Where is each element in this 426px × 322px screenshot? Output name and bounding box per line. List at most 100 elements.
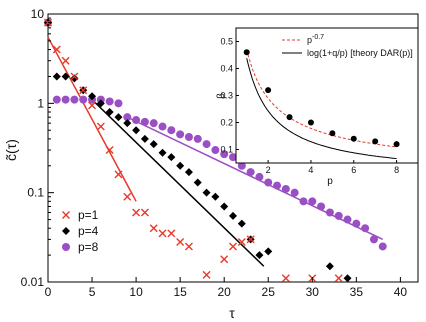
data-point-p=8 (299, 197, 308, 206)
data-points (44, 18, 387, 283)
legend-marker-p=8 (62, 243, 70, 251)
data-point-p=4 (325, 262, 334, 271)
data-point-p=1 (158, 229, 167, 238)
data-point-p=1 (105, 146, 114, 155)
inset-curve-theory (246, 58, 397, 159)
axis-ticks: 0 5 10 15 20 25 30 35 40 0.01 0.1 1 10 (21, 7, 408, 299)
fit-line-p=1 (47, 36, 137, 202)
data-point-p=1 (114, 170, 123, 179)
data-point-p=4 (52, 72, 61, 81)
x-tick-label: 10 (129, 285, 143, 299)
data-point-p=1 (220, 255, 229, 264)
data-point-p=1 (334, 274, 343, 283)
data-point-p=4 (105, 107, 114, 116)
inset-axis-ticks: 2 4 6 8 0.1 0.2 0.3 0.4 0.5 (220, 37, 399, 176)
x-tick-label: 15 (173, 285, 187, 299)
inset-data-point (393, 141, 400, 148)
data-point-p=4 (114, 113, 123, 122)
x-tick-label: 25 (262, 285, 276, 299)
data-point-p=8 (167, 126, 176, 135)
y-tick-label: 1 (37, 96, 44, 110)
inset-x-tick-label: 4 (308, 165, 313, 175)
data-point-p=8 (61, 95, 70, 104)
inset-legend-label-theory: log(1+q/p) [theory DAR(p)] (307, 48, 413, 58)
data-point-p=4 (70, 74, 79, 83)
data-point-p=8 (105, 97, 114, 106)
data-point-p=1 (52, 45, 61, 54)
inset-x-axis-title: p (327, 176, 333, 187)
inset-data-points (243, 49, 400, 148)
data-point-p=8 (378, 242, 387, 251)
data-point-p=4 (184, 168, 193, 177)
data-point-p=4 (343, 274, 352, 283)
data-point-p=4 (237, 219, 246, 228)
inset-data-point (243, 49, 250, 56)
data-point-p=8 (202, 140, 211, 149)
data-point-p=4 (96, 99, 105, 108)
data-point-p=8 (123, 113, 132, 122)
data-point-p=1 (79, 86, 88, 95)
legend-label: p=1 (78, 208, 99, 222)
data-point-p=1 (184, 242, 193, 251)
data-point-p=8 (184, 132, 193, 141)
x-tick-label: 0 (45, 285, 52, 299)
inset-curve-power-law (246, 49, 397, 148)
data-point-p=8 (211, 146, 220, 155)
inset-y-tick-label: 0.3 (220, 91, 233, 101)
x-tick-label: 35 (350, 285, 364, 299)
inset-y-tick-label: 0.4 (220, 64, 233, 74)
data-point-p=8 (334, 211, 343, 220)
data-point-p=4 (202, 188, 211, 197)
y-tick-label: 0.01 (21, 275, 45, 289)
data-point-p=8 (132, 116, 141, 125)
data-point-p=4 (88, 92, 97, 101)
data-point-p=8 (361, 224, 370, 233)
inset-legend-label-power: p-0.7 (307, 34, 324, 45)
legend-marker-p=4 (62, 227, 70, 235)
data-point-p=1 (88, 101, 97, 110)
inset-data-point (372, 138, 379, 145)
data-point-p=8 (246, 168, 255, 177)
inset-x-tick-label: 2 (266, 165, 271, 175)
x-axis-title: τ (229, 305, 235, 321)
data-point-p=8 (343, 215, 352, 224)
data-point-p=8 (149, 119, 158, 128)
data-point-p=8 (229, 153, 237, 162)
inset-legend-exponent: -0.7 (312, 34, 324, 41)
data-point-p=8 (70, 95, 79, 104)
inset-data-point (265, 87, 272, 94)
inset-y-tick-label: 0.2 (220, 118, 233, 128)
data-point-p=1 (140, 208, 149, 217)
y-tick-label: 10 (31, 7, 45, 21)
inset-chart: 2 4 6 8 0.1 0.2 0.3 0.4 0.5 p β p-0.7 log(1+q/p) … (216, 27, 419, 187)
data-point-p=1 (70, 72, 79, 81)
data-point-p=1 (176, 238, 185, 247)
data-point-p=8 (255, 172, 264, 181)
legend-label: p=4 (78, 224, 99, 238)
data-point-p=8 (220, 150, 229, 159)
data-point-p=4 (61, 72, 70, 81)
data-point-p=8 (114, 99, 123, 108)
inset-data-point (350, 135, 357, 142)
data-point-p=8 (193, 134, 202, 143)
y-axis-title: c̃(τ) (3, 139, 19, 161)
data-point-p=4 (149, 140, 158, 149)
x-tick-label: 30 (306, 285, 320, 299)
data-point-p=4 (264, 247, 273, 256)
data-point-p=4 (255, 251, 264, 260)
data-point-p=4 (123, 119, 132, 128)
inset-data-point (307, 119, 314, 126)
data-point-p=1 (229, 242, 237, 251)
data-point-p=4 (132, 126, 141, 135)
fit-line-p=4 (91, 99, 265, 267)
inset-x-tick-label: 8 (394, 165, 399, 175)
data-point-p=4 (193, 178, 202, 187)
legend: p=1 p=4 p=8 (62, 208, 99, 254)
x-tick-label: 20 (218, 285, 232, 299)
inset-y-tick-label: 0.1 (220, 145, 233, 155)
inset-y-axis-title: β (216, 93, 227, 99)
data-point-p=8 (52, 95, 61, 104)
data-point-p=1 (132, 208, 141, 217)
data-point-p=4 (176, 161, 185, 170)
